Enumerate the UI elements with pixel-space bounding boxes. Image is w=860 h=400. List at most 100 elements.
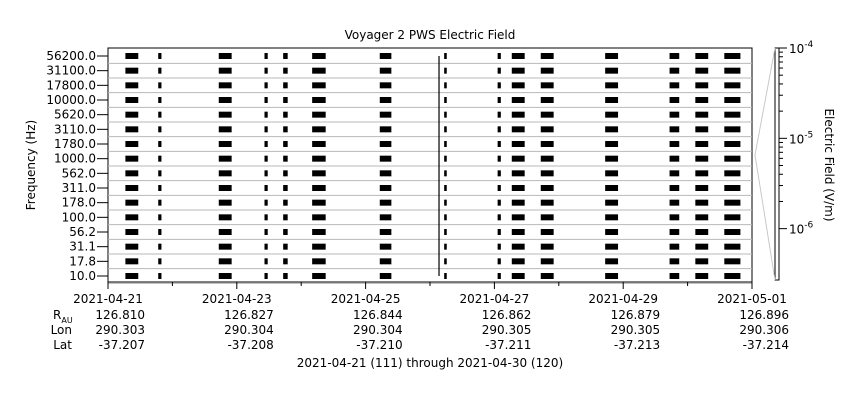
data-block <box>669 243 680 250</box>
data-block <box>125 82 139 89</box>
data-block <box>444 243 447 250</box>
data-block <box>540 170 554 177</box>
data-block <box>125 170 139 177</box>
x-tick-label: 2021-04-27 <box>460 292 530 306</box>
data-block <box>695 229 709 235</box>
data-block <box>605 126 619 133</box>
data-block <box>724 273 741 279</box>
data-block <box>312 170 326 177</box>
y-tick-label: 10000.0 <box>46 93 96 107</box>
data-block <box>158 229 162 235</box>
data-block <box>125 273 139 279</box>
data-block <box>724 229 741 235</box>
data-block <box>125 67 139 74</box>
data-block <box>669 170 680 177</box>
data-block <box>264 185 268 191</box>
data-block <box>511 199 525 206</box>
data-block <box>724 155 741 162</box>
data-block <box>218 155 232 162</box>
data-block <box>444 67 447 74</box>
data-block <box>669 67 680 74</box>
data-block <box>379 53 392 59</box>
data-block <box>158 170 162 177</box>
data-block <box>444 155 447 162</box>
data-block <box>264 67 268 74</box>
colorbar-tick-label: 10-5 <box>789 130 813 146</box>
y-tick-label: 31.1 <box>69 240 96 254</box>
data-block <box>264 170 268 177</box>
y-tick-label: 562.0 <box>62 166 96 180</box>
data-block <box>695 82 709 89</box>
data-block <box>511 243 525 250</box>
colorbar-tick-label: 10-4 <box>789 40 814 56</box>
data-block <box>605 141 619 147</box>
data-block <box>264 97 268 103</box>
data-block <box>540 53 554 59</box>
data-block <box>724 258 741 265</box>
data-block <box>283 155 288 162</box>
data-block <box>264 141 268 147</box>
data-block <box>444 185 447 191</box>
data-block <box>511 126 525 133</box>
data-block <box>669 185 680 191</box>
chart-title: Voyager 2 PWS Electric Field <box>345 28 516 42</box>
data-block <box>695 170 709 177</box>
data-block <box>158 185 162 191</box>
colorbar-connector <box>754 47 776 281</box>
data-block <box>312 199 326 206</box>
data-block <box>444 126 447 133</box>
data-block <box>312 243 326 250</box>
data-block <box>312 214 326 221</box>
data-block <box>497 185 501 191</box>
data-block <box>724 67 741 74</box>
data-block <box>695 97 709 103</box>
data-block <box>379 273 392 279</box>
x-tick-label: 2021-04-23 <box>202 292 272 306</box>
data-block <box>125 229 139 235</box>
data-block <box>312 155 326 162</box>
data-block <box>444 53 447 59</box>
data-block <box>312 82 326 89</box>
ephemeris-lat-value: -37.213 <box>614 338 660 352</box>
data-block <box>724 199 741 206</box>
data-block <box>724 185 741 191</box>
data-block <box>669 155 680 162</box>
data-block <box>511 229 525 235</box>
data-block <box>158 67 162 74</box>
data-block <box>283 67 288 74</box>
data-block <box>540 185 554 191</box>
x-tick-label: 2021-05-01 <box>717 292 787 306</box>
data-block <box>695 67 709 74</box>
data-block <box>283 214 288 221</box>
data-block <box>379 67 392 74</box>
data-block <box>695 53 709 59</box>
data-block <box>218 82 232 89</box>
data-block <box>669 199 680 206</box>
data-block <box>379 185 392 191</box>
data-block <box>695 199 709 206</box>
data-block <box>444 82 447 89</box>
data-block <box>125 126 139 133</box>
data-block <box>605 258 619 265</box>
data-block <box>511 185 525 191</box>
data-block <box>283 229 288 235</box>
data-block <box>540 126 554 133</box>
data-block <box>695 273 709 279</box>
data-block <box>497 258 501 265</box>
data-block <box>158 273 162 279</box>
data-block <box>497 67 501 74</box>
date-range-footer: 2021-04-21 (111) through 2021-04-30 (120… <box>297 356 563 370</box>
ephemeris-r-value: 126.896 <box>739 308 789 322</box>
data-block <box>444 229 447 235</box>
data-block <box>724 97 741 103</box>
x-axis: 2021-04-21 2021-04-23 2021-04-25 2021-04-27… <box>73 282 787 306</box>
data-block <box>497 53 501 59</box>
ephemeris-lat-value: -37.210 <box>356 338 402 352</box>
data-block <box>158 97 162 103</box>
data-block <box>695 111 709 118</box>
data-block <box>283 273 288 279</box>
data-block <box>264 229 268 235</box>
data-block <box>669 141 680 147</box>
y-tick-label: 1780.0 <box>54 137 96 151</box>
data-block <box>379 126 392 133</box>
